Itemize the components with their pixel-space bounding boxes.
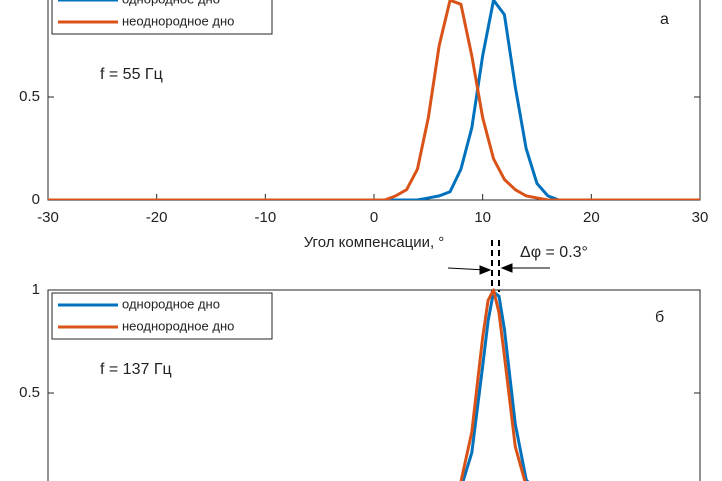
legend-box [51,292,273,340]
annotation: f = 137 Гц [100,361,172,378]
x-tick-label: -10 [254,209,276,226]
legend-box [51,0,273,35]
x-tick-label: 0 [370,209,378,226]
x-tick-label: 10 [474,209,491,226]
x-tick-label: 30 [692,209,709,226]
legend-label: неоднородное дно [122,13,234,28]
annotation: f = 55 Гц [100,66,163,83]
legend-label: однородное дно [122,296,220,311]
peak-markers [491,240,500,292]
annotation: Δφ = 0.3° [520,244,588,261]
y-tick-label: 0.5 [19,384,40,401]
x-tick-label: 20 [583,209,600,226]
series-line [48,0,700,200]
annotation: б [655,309,664,326]
series-line [459,288,527,481]
legend-label: однородное дно [122,0,220,6]
y-tick-label: 0.5 [19,88,40,105]
x-tick-label: -30 [37,209,59,226]
arrow-head [500,263,513,273]
legend-label: неоднородное дно [122,318,234,333]
y-tick-label: 1 [32,281,40,298]
arrow-head [479,265,492,275]
x-tick-label: -20 [146,209,168,226]
y-tick-label: 0 [32,191,40,208]
delta-arrows [447,263,550,275]
series-line [48,0,700,200]
annotation: а [660,11,669,28]
x-axis-label: Угол компенсации, ° [304,234,445,251]
series-line [461,290,530,481]
